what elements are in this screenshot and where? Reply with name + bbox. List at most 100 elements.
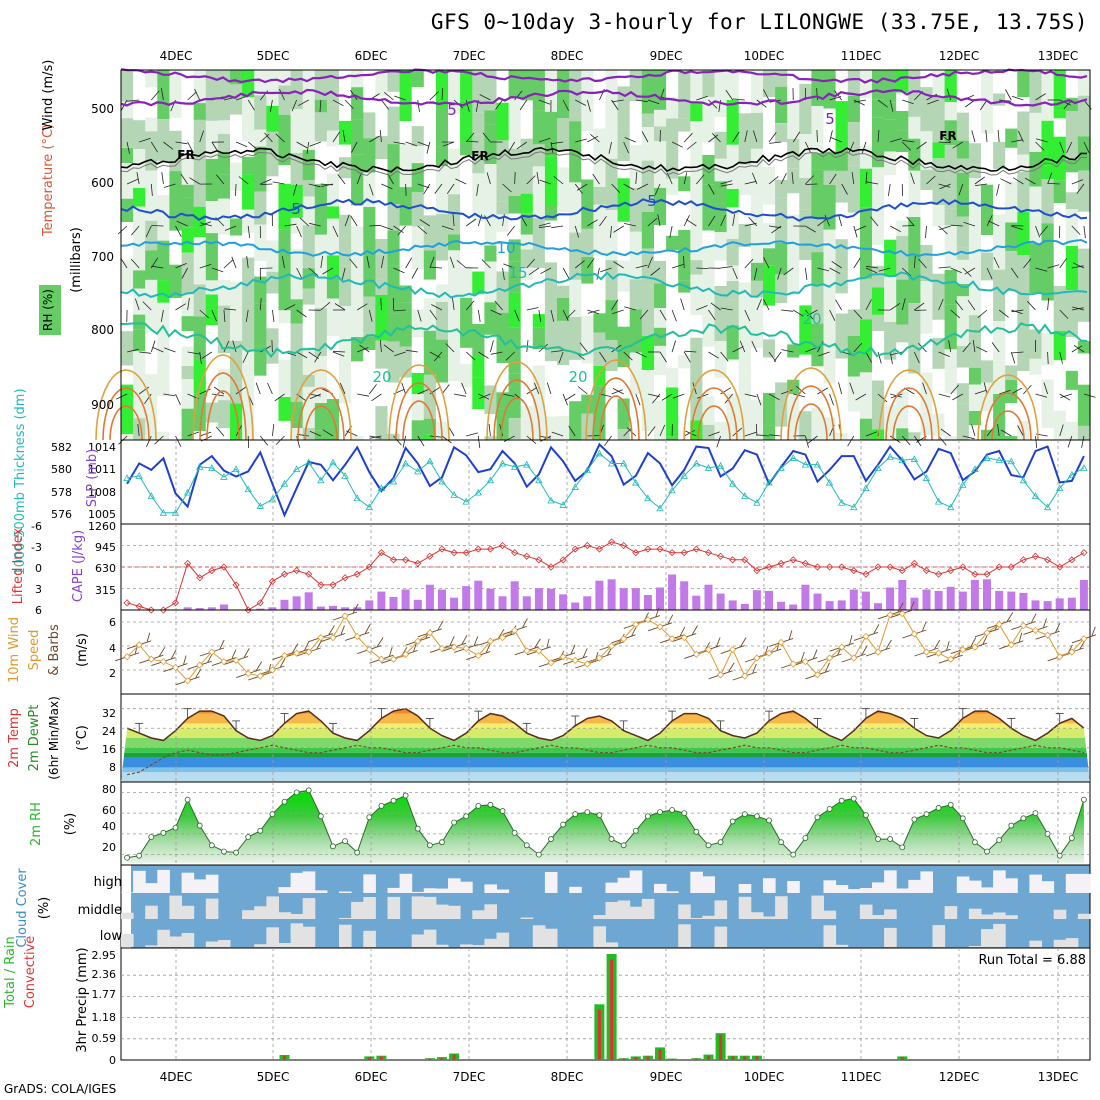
rh-cell <box>157 302 170 316</box>
wind-barb <box>393 225 404 234</box>
rh-cell <box>205 120 219 159</box>
wind10-marker <box>789 660 797 668</box>
rh-cell <box>956 172 970 217</box>
rh-cell <box>775 179 788 198</box>
rh-cell <box>351 154 364 206</box>
rh2m-marker <box>887 836 894 842</box>
lifted-index-marker <box>717 552 725 560</box>
wind-barb <box>938 225 948 235</box>
thickness-marker <box>232 465 240 473</box>
warm-contour <box>878 369 940 441</box>
rh-cell <box>532 110 546 145</box>
wind-barb <box>1083 141 1090 153</box>
wind-barb <box>608 141 612 154</box>
wind-barb <box>272 424 275 437</box>
wind-barb <box>830 137 842 143</box>
rh-cell <box>387 265 401 314</box>
warm-contour <box>787 385 835 441</box>
rh2m-marker <box>681 810 688 817</box>
rh-cell <box>290 109 304 122</box>
rh-cell <box>557 118 570 133</box>
rh-cell <box>823 323 837 367</box>
thickness-marker <box>619 459 628 467</box>
rh-cell <box>484 245 498 262</box>
rh-cell <box>678 229 691 281</box>
wind-barb <box>494 300 503 311</box>
rh-cell <box>314 184 328 235</box>
rh-cell <box>605 210 619 260</box>
rh-cell <box>726 70 740 100</box>
rh2m-marker <box>608 836 615 842</box>
cloud-bar <box>339 918 352 919</box>
rh-cell <box>254 276 267 304</box>
rh-cell <box>460 363 473 388</box>
thickness-marker <box>704 464 713 471</box>
rh-cell <box>278 183 292 230</box>
wind10-barb-flag <box>376 637 384 647</box>
contour-label: 20 <box>568 368 587 386</box>
rh-cell <box>351 309 364 337</box>
wind10-barb-flag <box>1006 612 1014 622</box>
wind10-marker <box>983 629 991 637</box>
wind-barb <box>708 351 719 359</box>
rh-cell <box>266 407 280 438</box>
rh-cell <box>859 435 873 440</box>
rh-cell <box>884 119 897 152</box>
temp-contour-5 <box>120 198 1088 222</box>
slp-tick: 1008 <box>88 486 116 499</box>
wind-barb <box>624 137 636 143</box>
wind-barb <box>1083 225 1086 238</box>
wind10-marker <box>1056 653 1064 661</box>
wind-barb <box>247 99 255 111</box>
rh-cell <box>629 187 643 232</box>
thickness-marker <box>1043 503 1052 511</box>
wind-barb <box>865 267 878 274</box>
thickness-marker <box>171 508 180 516</box>
cape-bar <box>559 594 568 610</box>
cloud-bar <box>411 891 425 893</box>
rh2m-marker <box>439 839 445 846</box>
wind-barb <box>611 99 624 103</box>
wind10-barb-flag <box>498 628 505 639</box>
lifted-index-marker <box>317 581 325 589</box>
wind-barb <box>411 267 419 279</box>
cloud-bar <box>339 924 352 947</box>
warm-contour <box>102 387 150 441</box>
rh-cell <box>472 378 485 410</box>
wind-barb <box>780 173 787 185</box>
rh-cell <box>278 420 292 440</box>
wind-barb <box>332 99 344 107</box>
wind-barb <box>975 183 988 186</box>
rh-cell <box>896 92 909 111</box>
wind-barb <box>1010 351 1016 364</box>
lifted-index-marker <box>147 606 155 614</box>
wind-barb <box>502 183 512 193</box>
cloud-bar <box>593 915 606 919</box>
rh-cell <box>981 235 994 253</box>
li-tick: -3 <box>31 541 42 554</box>
warm-contour <box>297 387 345 441</box>
rh-cell <box>326 104 340 131</box>
wind-barb <box>623 183 635 191</box>
rh-cell <box>859 232 873 279</box>
rh-cell <box>254 224 267 262</box>
wind-barb <box>138 386 150 395</box>
rh2m-marker <box>269 811 276 818</box>
wind-barb <box>442 141 455 147</box>
rh-cell <box>278 229 292 276</box>
rh-cell <box>932 226 946 244</box>
wind-barb <box>562 99 569 111</box>
wind-barb <box>993 257 1000 269</box>
rh-cell <box>290 233 304 249</box>
wind-barb <box>490 351 503 355</box>
lifted-index-marker <box>184 559 192 567</box>
wind-barb <box>732 346 744 353</box>
rh-cell <box>617 129 631 162</box>
wind-barb <box>763 89 770 101</box>
rh-cell <box>799 178 812 210</box>
rh-cell <box>763 204 776 224</box>
cape-bar <box>268 607 277 610</box>
wind10-marker <box>838 643 846 651</box>
rh-cell <box>508 373 522 419</box>
cloud-bar <box>884 909 897 919</box>
